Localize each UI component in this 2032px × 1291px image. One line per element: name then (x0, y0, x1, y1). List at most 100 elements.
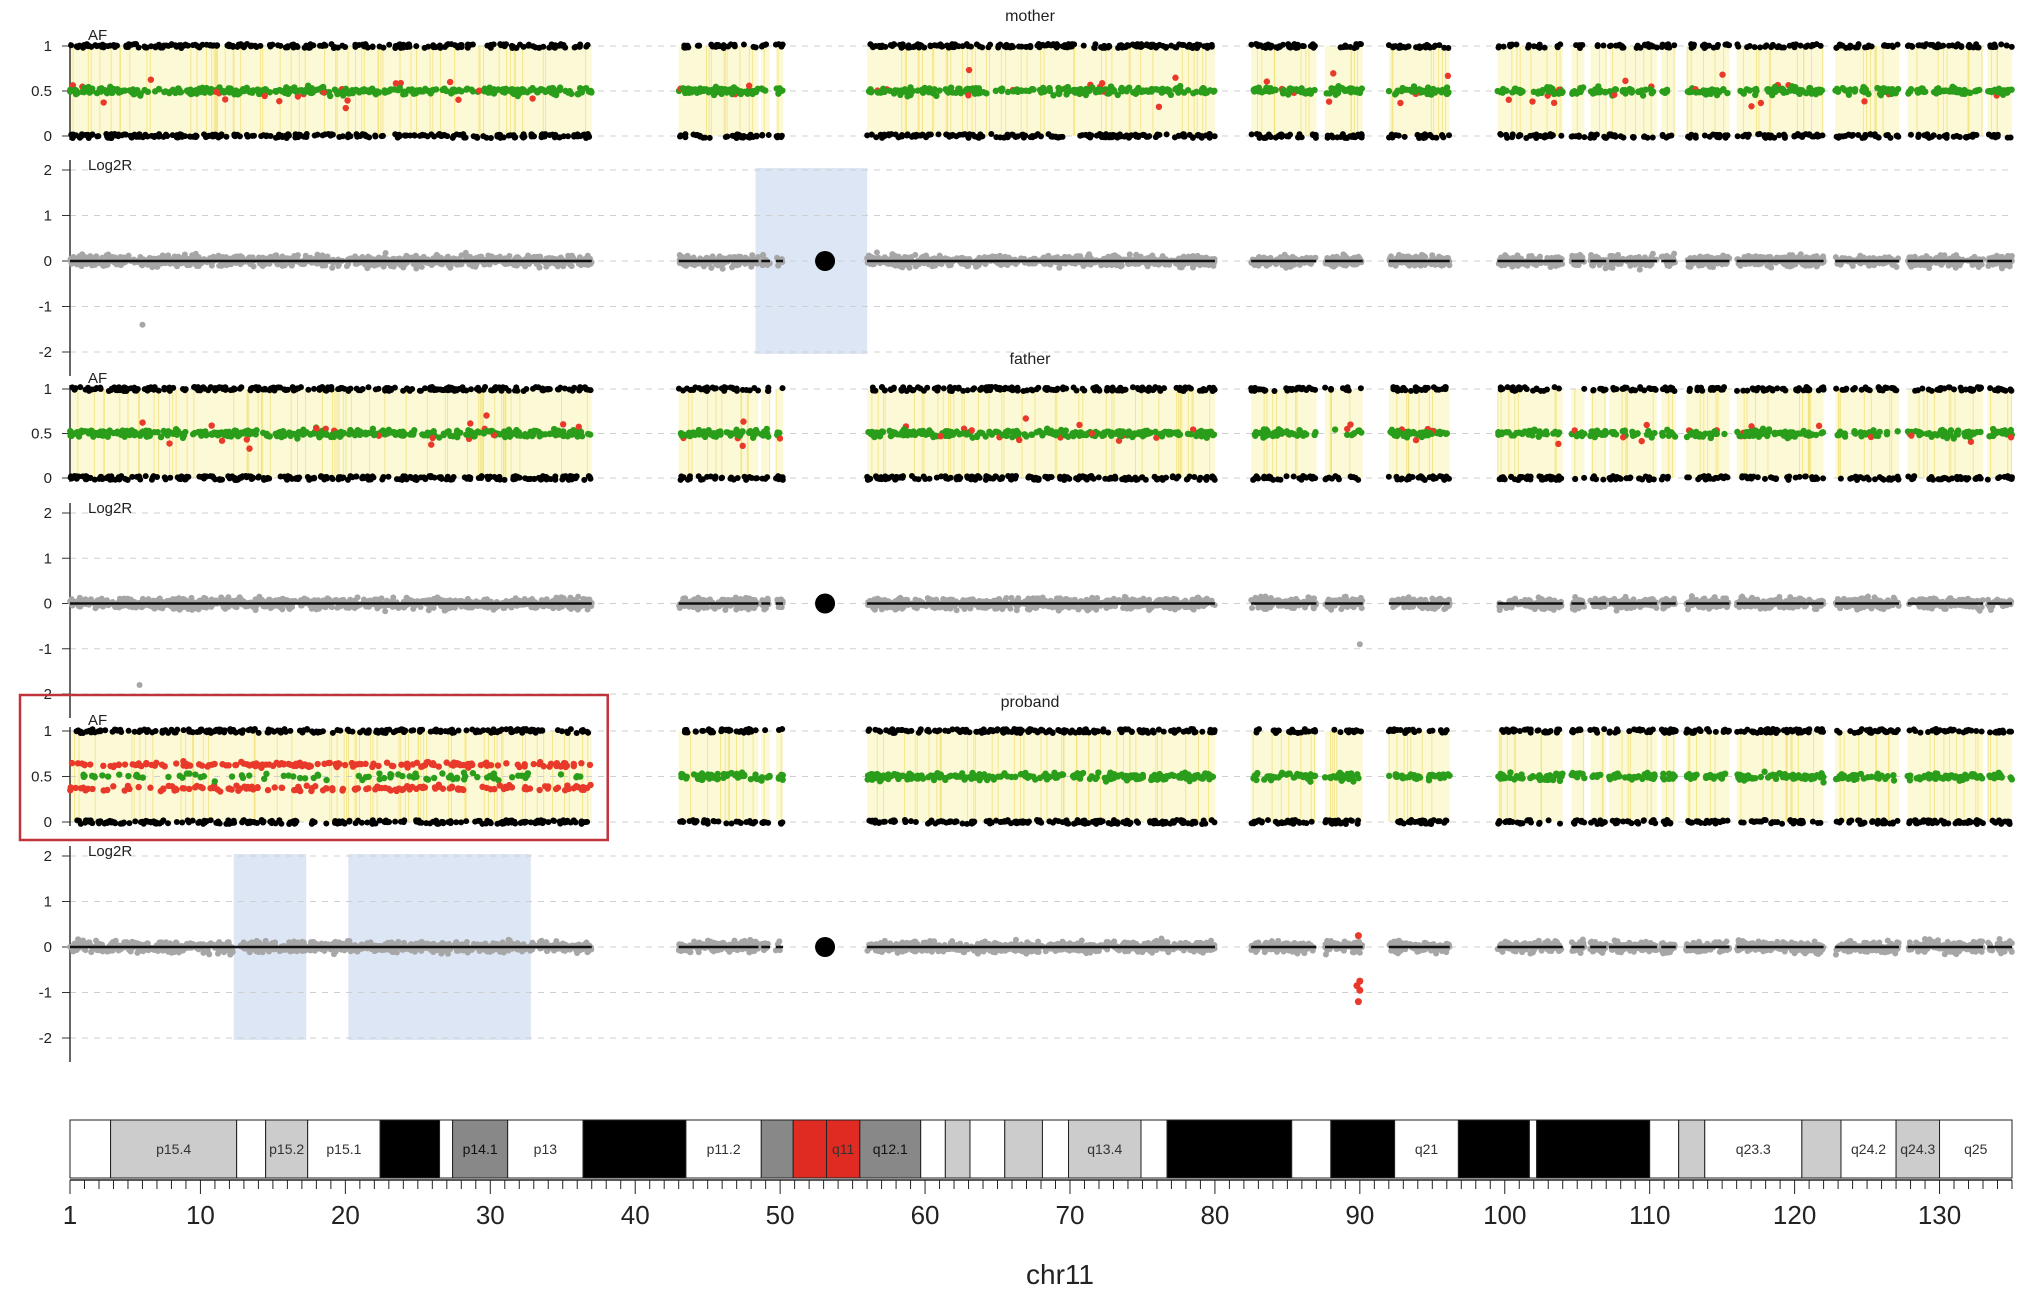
log2r-outlier (139, 321, 146, 328)
ideogram-band (1840, 1119, 1897, 1179)
ideogram-band-label: q21 (1415, 1141, 1439, 1157)
x-tick-label: 1 (63, 1200, 77, 1230)
ideogram-band (1528, 1119, 1538, 1179)
ideogram-band (1649, 1119, 1680, 1179)
log2r-red-point (1356, 986, 1364, 994)
ideogram-band-label: q25 (1964, 1141, 1988, 1157)
x-tick-label: 80 (1200, 1200, 1229, 1230)
ideogram-band (859, 1119, 922, 1179)
log2r-y-tick-label: 1 (44, 208, 52, 225)
ideogram-band-label: p15.2 (269, 1141, 304, 1157)
ideogram-band (582, 1119, 687, 1179)
ideogram-band (1801, 1119, 1842, 1179)
highlight-box (18, 693, 609, 842)
x-tick-label: 20 (331, 1200, 360, 1230)
centromere-marker (815, 251, 836, 271)
ideogram-band-label: p11.2 (707, 1141, 741, 1157)
log2r-y-tick-label: -1 (39, 641, 52, 658)
ideogram-band (969, 1119, 1006, 1179)
ideogram-band (826, 1119, 861, 1179)
x-tick-label: 10 (186, 1200, 215, 1230)
ideogram-band (439, 1119, 454, 1179)
ideogram-band-label: q23.3 (1736, 1141, 1771, 1157)
ideogram-band (1140, 1119, 1168, 1179)
log2r-y-tick-label: 0 (44, 253, 52, 270)
af-track: 1 0.5 0 AF (31, 370, 2015, 487)
af-points (67, 384, 2015, 483)
x-axis: chr11 1 10 20 30 40 50 60 70 80 90 100 110 120 130 (63, 1179, 2013, 1290)
log2r-outlier (1356, 641, 1363, 648)
log2r-y-tick-label: -1 (39, 985, 52, 1002)
ideogram-band (760, 1119, 794, 1179)
ideogram-band-label: p15.1 (326, 1141, 361, 1157)
log2r-y-tick-label: 0 (44, 596, 52, 613)
x-tick-label: 130 (1918, 1200, 1961, 1230)
ideogram-band (1939, 1119, 2013, 1179)
x-tick-label: 60 (911, 1200, 940, 1230)
af-y-tick-label: 0.5 (31, 83, 52, 100)
ideogram-band (69, 1119, 112, 1179)
ideogram-band (1004, 1119, 1043, 1179)
centromere-marker (815, 593, 836, 614)
log2r-y-tick-label: -1 (39, 299, 52, 316)
ideogram-band (920, 1119, 946, 1179)
chromosome-ideogram: p15.4 p15.2 p15.1 p14.1 p13 p11.2 q11 q12.1 q13.… (69, 1119, 2013, 1179)
log2r-y-tick-label: 2 (44, 162, 52, 179)
log2r-red-point (1354, 932, 1362, 940)
log2r-y-tick-label: 2 (44, 505, 52, 522)
ideogram-band (307, 1119, 381, 1179)
ideogram-band (685, 1119, 762, 1179)
af-y-tick-label: 0.5 (31, 426, 52, 443)
af-y-tick-label: 0.5 (31, 769, 52, 786)
ideogram-band (236, 1119, 267, 1179)
ideogram-band (1330, 1119, 1396, 1179)
af-y-tick-label: 0 (44, 814, 52, 831)
sample-title: father (1010, 351, 1052, 368)
x-tick-label: 110 (1629, 1200, 1670, 1230)
x-axis-label: chr11 (1026, 1259, 1094, 1290)
ideogram-band (507, 1119, 584, 1179)
af-points (67, 726, 2016, 827)
ideogram-band (1457, 1119, 1530, 1179)
af-track-label: AF (88, 27, 107, 44)
af-track: 1 0.5 0 AF (31, 27, 2015, 145)
ideogram-band-label: p13 (534, 1141, 558, 1157)
log2r-red-point (1354, 998, 1362, 1006)
ideogram-band-label: q12.1 (873, 1141, 908, 1157)
ideogram-band (1291, 1119, 1332, 1179)
ideogram-band (110, 1119, 238, 1179)
ideogram-band (1041, 1119, 1070, 1179)
log2r-track-label: Log2R (88, 157, 132, 174)
ideogram-band (1166, 1119, 1293, 1179)
x-tick-label: 30 (476, 1200, 505, 1230)
log2r-points (67, 249, 2015, 328)
ideogram-band-label: p15.4 (156, 1141, 191, 1157)
sample-title: mother (1005, 8, 1055, 25)
af-y-tick-label: 1 (44, 381, 52, 398)
log2r-track: 2 1 0 -1 -2 Log2R (39, 157, 2015, 376)
af-track: 1 0.5 0 AF (31, 712, 2016, 831)
log2r-y-tick-label: -2 (39, 344, 52, 361)
sample-panel-proband: proband 1 0.5 0 AF 2 1 0 -1 -2 Log2R (18, 693, 2016, 1062)
log2r-y-tick-label: 0 (44, 939, 52, 956)
sample-panel-mother: mother 1 0.5 0 AF 2 1 0 -1 -2 Log2R (31, 8, 2015, 376)
x-tick-label: 40 (621, 1200, 650, 1230)
x-tick-label: 70 (1056, 1200, 1085, 1230)
x-tick-label: 120 (1773, 1200, 1816, 1230)
x-tick-label: 90 (1345, 1200, 1374, 1230)
ideogram-band-label: q24.2 (1851, 1141, 1886, 1157)
centromere-marker (815, 937, 836, 957)
af-track-label: AF (88, 712, 107, 729)
ideogram-band (265, 1119, 309, 1179)
log2r-track-label: Log2R (88, 843, 132, 860)
ideogram-band (379, 1119, 441, 1179)
log2r-y-tick-label: -2 (39, 1030, 52, 1047)
af-y-tick-label: 1 (44, 38, 52, 55)
log2r-y-tick-label: 1 (44, 550, 52, 567)
af-y-tick-label: 0 (44, 128, 52, 145)
log2r-y-tick-label: 2 (44, 848, 52, 865)
